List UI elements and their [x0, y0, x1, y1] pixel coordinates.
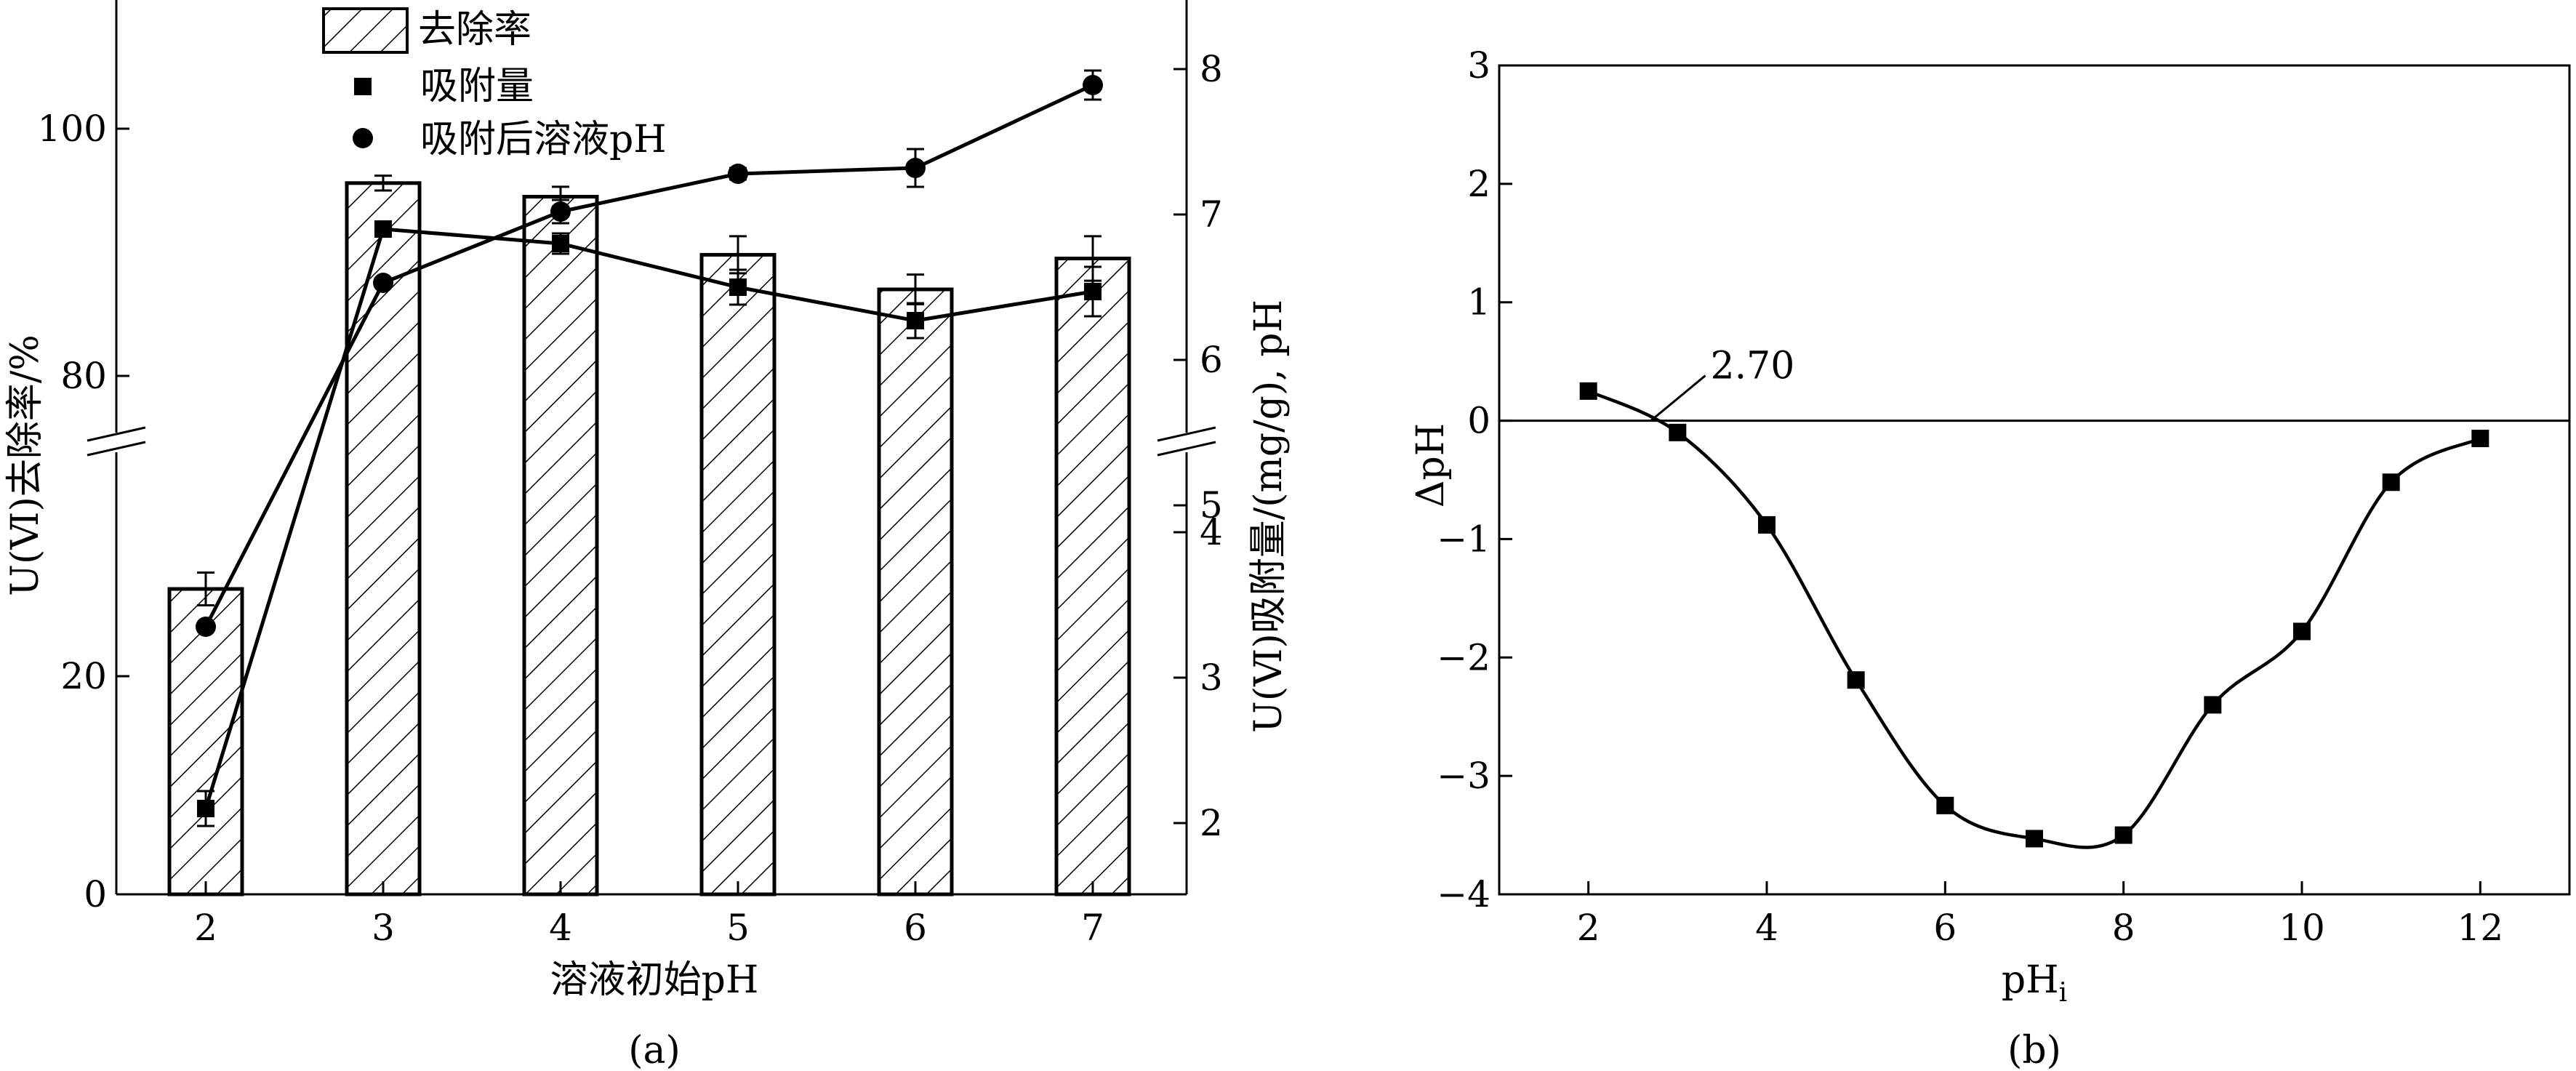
y-tick-label-b--1: −1	[1437, 518, 1490, 560]
marker-adsorption-5	[729, 278, 747, 296]
error-bars	[197, 69, 1102, 827]
right-axis-ticks: 2 3 45 6 7 8	[1173, 48, 1223, 844]
x-axis-title-subscript: i	[2059, 978, 2068, 1008]
marker-delta-ph-10	[2293, 622, 2311, 641]
y-tick-label-b-0: 0	[1467, 400, 1490, 442]
legend-marker-adsorption	[354, 78, 372, 95]
x-axis-ticks-b: 2 4 6 8 10 12	[1577, 881, 2503, 949]
right-axis-title: U(Ⅵ)吸附量/(mg/g), pH	[1247, 300, 1291, 733]
marker-ph-5	[728, 164, 748, 184]
bar-removal-4	[522, 195, 599, 896]
y-axis-title-b: ΔpH	[1409, 423, 1453, 508]
right-tick-label-6: 6	[1200, 339, 1223, 381]
legend-label-adsorption: 吸附量	[420, 65, 534, 108]
marker-delta-ph-5	[1847, 671, 1865, 689]
legend-swatch-removal	[322, 7, 409, 54]
left-axis-title: U(Ⅵ)去除率/%	[4, 334, 47, 596]
left-tick-label-20: 20	[60, 655, 107, 697]
delta-ph-curve	[1587, 389, 2481, 849]
series-lines	[204, 83, 1094, 809]
right-tick-label-2: 2	[1200, 802, 1223, 844]
right-tick-label-3: 3	[1200, 657, 1223, 699]
marker-delta-ph-11	[2382, 473, 2400, 492]
marker-delta-ph-3	[1669, 423, 1687, 441]
marker-delta-ph-8	[2114, 826, 2132, 844]
bar-removal-7	[1054, 257, 1131, 896]
y-tick-label-b-2: 2	[1467, 163, 1490, 205]
y-axis-ticks-b: −4 −3 −2 −1 0 1 2 3	[1437, 44, 1512, 915]
y-tick-label-b--2: −2	[1437, 636, 1490, 678]
x-tick-label-a-5: 5	[726, 907, 750, 949]
left-tick-label-80: 80	[60, 355, 107, 397]
x-tick-label-b-10: 10	[2279, 907, 2325, 949]
x-axis-ticks-a: 2 3 4 5 6 7	[194, 881, 1104, 949]
annotation-label: 2.70	[1711, 345, 1795, 388]
marker-adsorption-3	[374, 220, 392, 238]
marker-delta-ph-7	[2026, 830, 2043, 848]
right-axis-break-mark	[1157, 426, 1216, 457]
x-axis-title-main: pH	[2002, 958, 2059, 1002]
panel-label-a: (a)	[628, 1029, 681, 1071]
annotation-leader-line	[1650, 374, 1706, 422]
x-axis-title-b: pHi	[2002, 958, 2067, 1008]
left-axis-ticks: 0 20 80 100	[38, 108, 129, 915]
x-tick-label-a-3: 3	[372, 907, 395, 949]
marker-adsorption-2	[197, 800, 214, 817]
right-tick-label-4: 4	[1200, 511, 1223, 553]
marker-adsorption-6	[907, 312, 924, 329]
solution-ph-line	[204, 83, 1094, 628]
marker-adsorption-4	[552, 235, 569, 252]
x-tick-label-a-7: 7	[1081, 907, 1104, 949]
legend-label-ph: 吸附后溶液pH	[420, 118, 667, 161]
x-axis-title-a: 溶液初始pH	[550, 958, 759, 1002]
bar-removal-5	[699, 252, 777, 896]
y-tick-label-b-3: 3	[1467, 44, 1490, 87]
x-tick-label-a-4: 4	[549, 907, 572, 949]
axis-frame-b	[1498, 64, 2571, 896]
legend-a: 去除率 吸附量 吸附后溶液pH	[322, 7, 667, 161]
marker-ph-4	[550, 201, 571, 222]
x-tick-label-b-4: 4	[1755, 907, 1778, 949]
marker-adsorption-7	[1084, 283, 1102, 300]
x-tick-label-b-12: 12	[2457, 907, 2504, 949]
x-tick-label-b-2: 2	[1577, 907, 1600, 949]
series-markers	[196, 75, 1103, 817]
bar-removal-3	[345, 181, 422, 896]
bar-removal-6	[877, 287, 954, 896]
marker-delta-ph-12	[2471, 430, 2489, 447]
x-tick-label-b-8: 8	[2112, 907, 2135, 949]
left-tick-label-0: 0	[84, 873, 107, 915]
adsorption-line	[204, 227, 1094, 809]
right-tick-label-7: 7	[1200, 193, 1223, 236]
marker-ph-3	[373, 273, 393, 293]
x-tick-label-b-6: 6	[1933, 907, 1957, 949]
legend-label-removal: 去除率	[418, 8, 531, 52]
right-tick-label-5: 5	[1200, 484, 1223, 526]
x-tick-label-a-6: 6	[904, 907, 927, 949]
marker-delta-ph-6	[1936, 796, 1954, 814]
x-tick-label-a-2: 2	[194, 907, 217, 949]
marker-delta-ph-2	[1579, 382, 1597, 400]
marker-ph-2	[196, 617, 216, 637]
left-tick-label-100: 100	[38, 108, 107, 150]
marker-delta-ph-9	[2204, 696, 2222, 714]
legend-marker-ph	[353, 128, 373, 148]
delta-ph-markers	[1579, 382, 2489, 848]
y-tick-label-b--3: −3	[1437, 755, 1490, 797]
marker-delta-ph-4	[1758, 516, 1775, 534]
y-tick-label-b--4: −4	[1437, 873, 1490, 915]
bar-removal-2	[167, 587, 244, 896]
marker-ph-7	[1083, 75, 1103, 95]
removal-rate-bars	[167, 181, 1131, 896]
left-axis-break-mark	[87, 426, 146, 457]
right-tick-label-8: 8	[1200, 48, 1223, 90]
y-tick-label-b-1: 1	[1467, 281, 1490, 324]
panel-label-b: (b)	[2007, 1029, 2061, 1071]
marker-ph-6	[905, 158, 926, 178]
